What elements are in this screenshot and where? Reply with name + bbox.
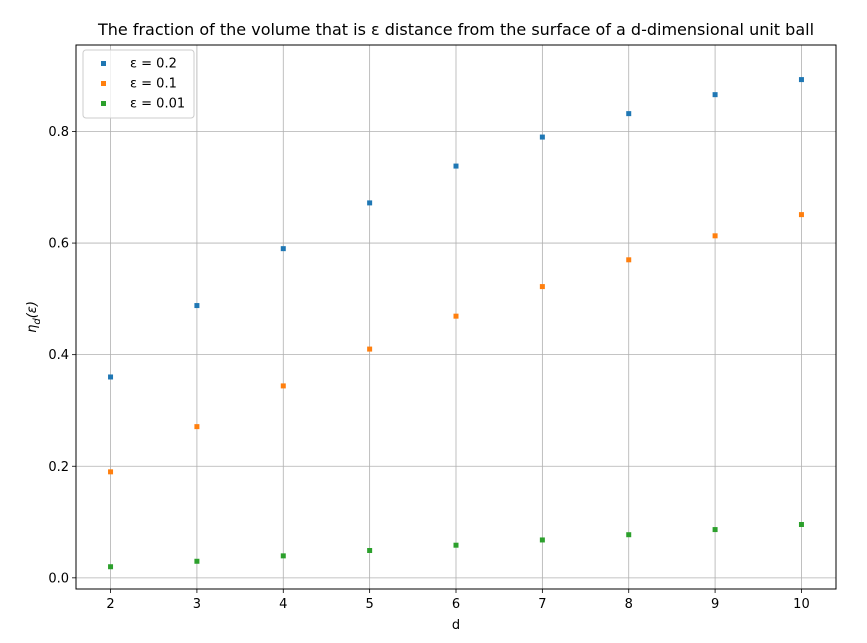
x-tick-label: 6 bbox=[452, 597, 460, 612]
legend-label: ε = 0.2 bbox=[130, 57, 177, 72]
data-point-series-2 bbox=[108, 469, 114, 475]
x-tick-label: 8 bbox=[625, 597, 633, 612]
data-point-series-3 bbox=[194, 558, 200, 564]
y-tick-label: 0.2 bbox=[48, 460, 69, 475]
data-point-series-3 bbox=[453, 542, 459, 548]
data-point-series-1 bbox=[798, 77, 804, 83]
legend-box bbox=[82, 49, 195, 119]
y-tick-label: 0.6 bbox=[48, 237, 69, 252]
x-tick-label: 10 bbox=[793, 597, 810, 612]
data-point-series-3 bbox=[539, 537, 545, 543]
x-tick-label: 5 bbox=[365, 597, 373, 612]
grid bbox=[76, 45, 836, 589]
legend-label: ε = 0.1 bbox=[130, 77, 177, 92]
y-tick-label: 0.4 bbox=[48, 348, 69, 363]
data-point-series-1 bbox=[453, 163, 459, 169]
data-point-series-2 bbox=[453, 313, 459, 319]
data-point-series-1 bbox=[280, 246, 286, 252]
data-point-series-3 bbox=[626, 532, 632, 538]
data-point-series-1 bbox=[712, 92, 718, 98]
y-axis-label: ηd(ε) bbox=[25, 301, 43, 333]
data-point-series-1 bbox=[367, 200, 373, 206]
legend-marker bbox=[101, 101, 106, 106]
data-point-series-2 bbox=[367, 346, 373, 352]
x-tick-label: 7 bbox=[538, 597, 546, 612]
data-point-series-1 bbox=[626, 111, 632, 117]
data-point-series-2 bbox=[626, 257, 632, 263]
data-point-series-2 bbox=[712, 233, 718, 239]
legend-marker bbox=[101, 81, 106, 86]
legend: ε = 0.2 ε = 0.1 ε = 0.01 bbox=[82, 49, 195, 119]
y-tick-label: 0.0 bbox=[48, 571, 69, 586]
data-point-series-1 bbox=[108, 374, 114, 380]
data-point-series-2 bbox=[280, 383, 286, 389]
y-axis-ticks: 0.0 0.2 0.4 0.6 0.8 bbox=[48, 125, 76, 586]
x-tick-label: 9 bbox=[711, 597, 719, 612]
data-point-series-3 bbox=[280, 553, 286, 559]
data-point-series-1 bbox=[194, 303, 200, 309]
x-tick-label: 3 bbox=[193, 597, 201, 612]
data-point-series-3 bbox=[367, 548, 373, 554]
data-point-series-3 bbox=[712, 527, 718, 533]
data-point-series-3 bbox=[798, 522, 804, 528]
data-points bbox=[108, 77, 804, 570]
data-point-series-2 bbox=[194, 424, 200, 430]
chart-title: The fraction of the volume that is ε dis… bbox=[97, 20, 814, 39]
y-tick-label: 0.8 bbox=[48, 125, 69, 140]
legend-marker bbox=[101, 61, 106, 66]
data-point-series-2 bbox=[798, 212, 804, 218]
x-tick-label: 4 bbox=[279, 597, 287, 612]
x-tick-label: 2 bbox=[106, 597, 114, 612]
data-point-series-1 bbox=[539, 134, 545, 140]
x-axis-label: d bbox=[452, 618, 460, 633]
data-point-series-2 bbox=[539, 284, 545, 290]
legend-label: ε = 0.01 bbox=[130, 97, 185, 112]
x-axis-ticks: 2 3 4 5 6 7 8 9 10 bbox=[106, 589, 810, 612]
data-point-series-3 bbox=[108, 564, 114, 570]
